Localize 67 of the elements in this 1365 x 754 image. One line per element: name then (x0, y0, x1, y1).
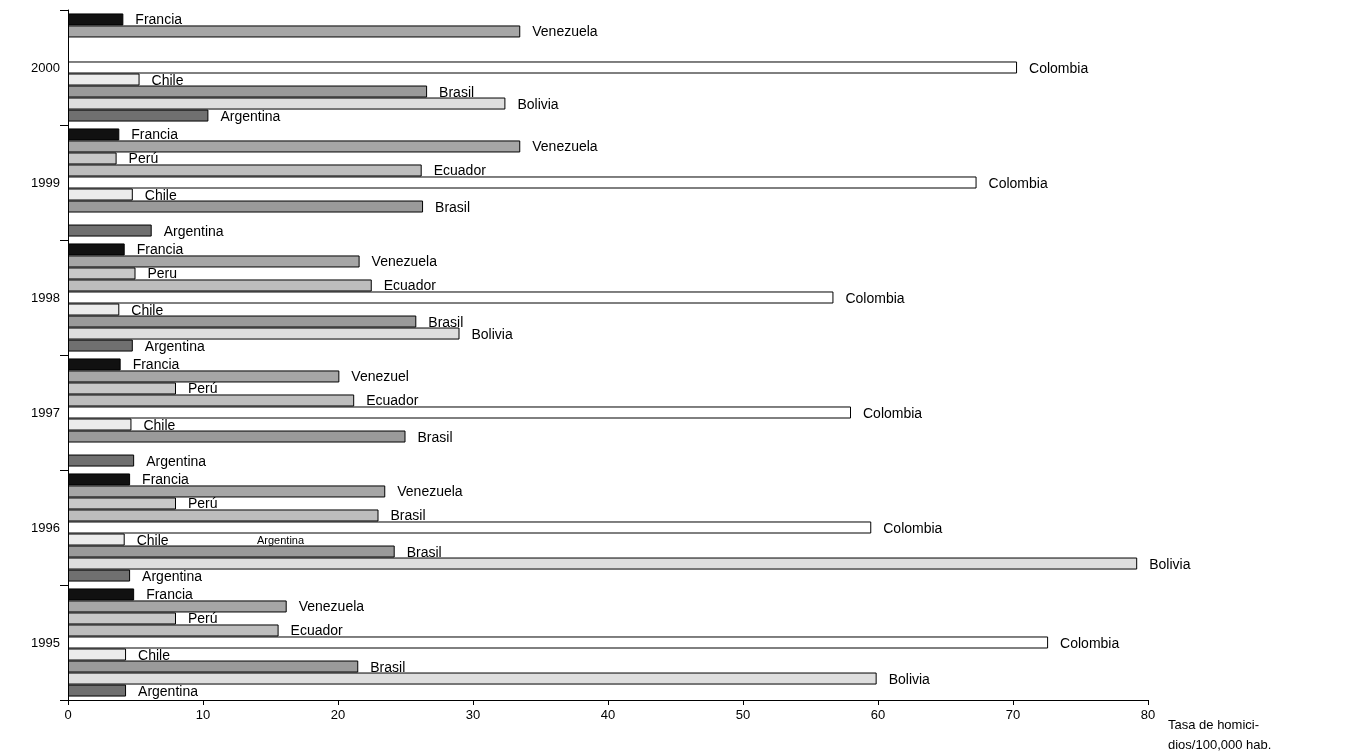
x-axis-title: Tasa de homici- dios/100,000 hab. (1168, 716, 1272, 752)
y-tick-label: 1996 (31, 520, 60, 535)
data-label: Bolivia (1149, 555, 1191, 572)
data-label: Colombia (1060, 634, 1120, 651)
data-label: Ecuador (433, 162, 487, 179)
data-label: Bolivia (888, 670, 931, 687)
data-label: Francia (142, 471, 189, 488)
x-tick-label: 10 (195, 707, 211, 722)
data-label: Venezuela (397, 483, 463, 500)
data-label: Colombia (988, 174, 1048, 191)
data-label: Bolivia (471, 325, 513, 342)
data-label: Argentina (142, 567, 203, 584)
data-label: Francia (146, 586, 194, 603)
data-label: Venezuela (371, 253, 438, 270)
data-label: Francia (131, 126, 179, 143)
data-label: Brasil (370, 658, 406, 675)
data-label: Perú (188, 495, 218, 512)
data-label: Venezuela (532, 138, 598, 155)
annotation: Argentina (257, 533, 305, 546)
data-label: Chile (136, 531, 169, 548)
data-label: Brasil (406, 543, 442, 560)
data-label: Venezuela (532, 23, 598, 40)
data-label: Brasil (417, 428, 453, 445)
x-tick-label: 0 (64, 707, 72, 722)
data-label: Argentina (146, 452, 207, 469)
data-label: Ecuador (366, 392, 419, 409)
data-label: Argentina (144, 337, 205, 354)
x-tick-label: 40 (600, 707, 616, 722)
data-label: Colombia (863, 404, 923, 421)
data-label: Chile (138, 646, 171, 663)
data-label: Chile (131, 301, 164, 318)
data-label: Francia (136, 241, 184, 258)
x-tick-label: 80 (1140, 707, 1156, 722)
data-label: Brasil (435, 198, 471, 215)
y-tick-label: 1998 (31, 290, 60, 305)
data-label: Brasil (428, 313, 464, 330)
data-label: Colombia (845, 289, 905, 306)
y-tick-label: 1995 (31, 635, 60, 650)
data-label: Argentina (138, 682, 199, 699)
x-tick-label: 30 (465, 707, 481, 722)
data-label: Chile (151, 71, 184, 88)
data-label: Argentina (220, 107, 281, 124)
data-label: Brasil (439, 83, 475, 100)
data-label: Colombia (1029, 59, 1089, 76)
x-tick-label: 60 (870, 707, 886, 722)
data-label: Peru (147, 265, 178, 282)
data-label: Ecuador (290, 622, 344, 639)
data-label: Perú (128, 150, 159, 167)
data-label: Argentina (163, 222, 224, 239)
x-tick-label: 50 (735, 707, 751, 722)
y-tick-label: 1997 (31, 405, 60, 420)
data-label: Perú (188, 380, 218, 397)
data-label: Perú (188, 610, 218, 627)
data-label: Chile (143, 416, 176, 433)
data-label: Venezuel (351, 368, 409, 385)
data-label: Chile (144, 186, 177, 203)
data-label: Francia (132, 356, 180, 373)
data-label: Venezuela (298, 598, 365, 615)
x-tick-label: 20 (330, 707, 346, 722)
data-label: Bolivia (517, 95, 559, 112)
data-label: Brasil (390, 507, 426, 524)
data-label: Ecuador (383, 277, 437, 294)
data-label: Colombia (883, 519, 943, 536)
x-tick-label: 70 (1005, 707, 1021, 722)
y-tick-label: 2000 (31, 60, 60, 75)
data-label: Francia (135, 11, 183, 28)
y-tick-label: 1999 (31, 175, 60, 190)
